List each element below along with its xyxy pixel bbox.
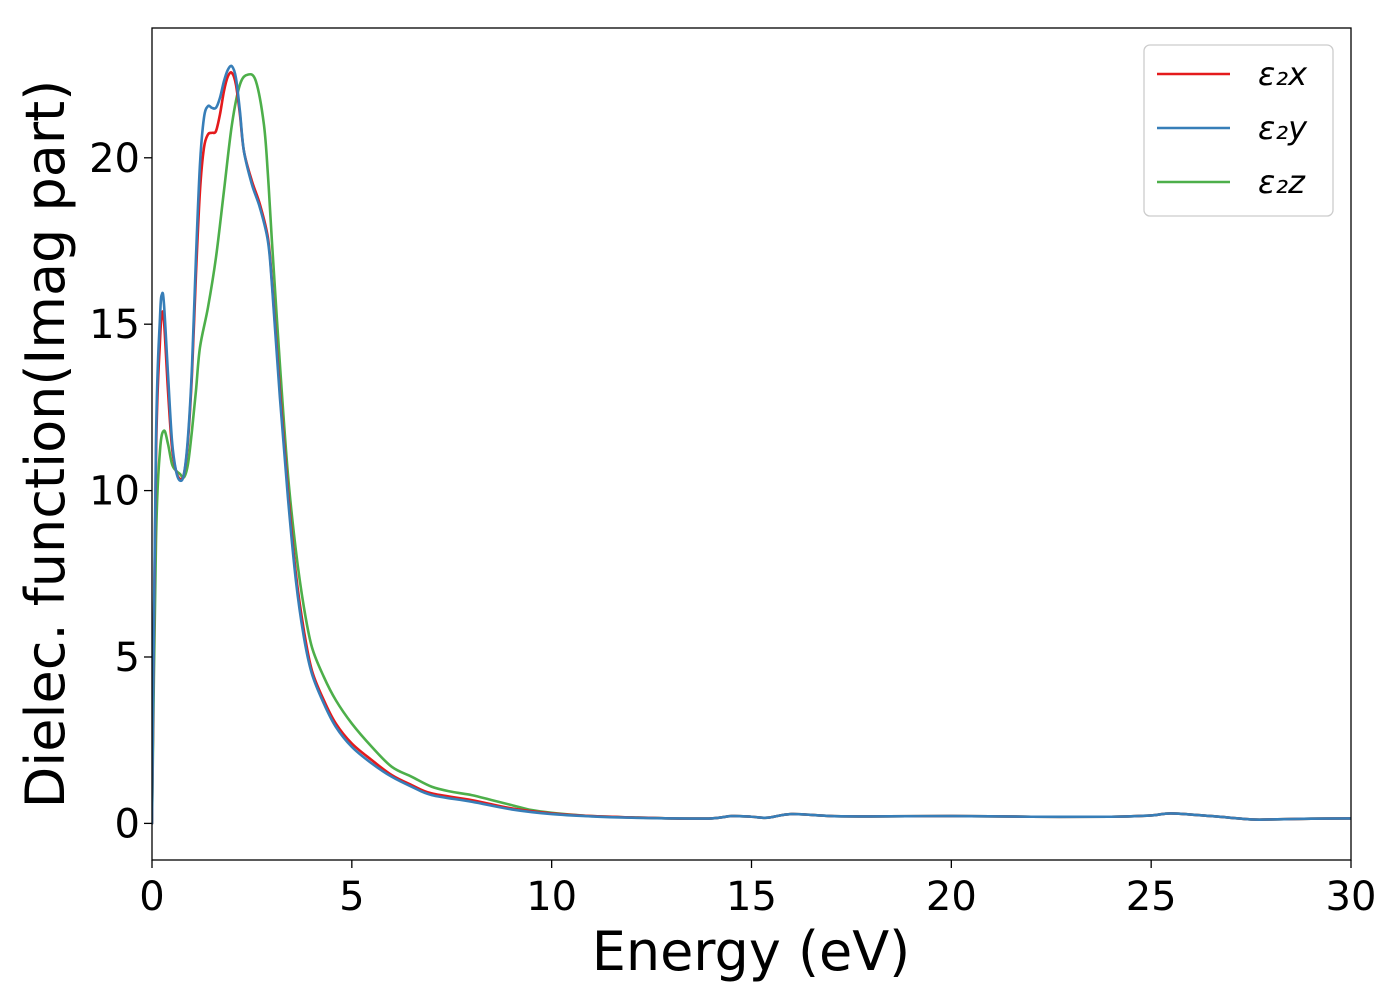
legend: ε₂x ε₂y ε₂z bbox=[1143, 44, 1334, 217]
x-tick-label: 30 bbox=[1326, 874, 1377, 920]
series-layer bbox=[152, 64, 1351, 825]
x-tick-label: 15 bbox=[726, 874, 777, 920]
y-tick-label: 10 bbox=[89, 469, 140, 515]
y-tick-label: 5 bbox=[115, 635, 140, 681]
series-line-2 bbox=[152, 64, 1351, 825]
x-tick-label: 0 bbox=[139, 874, 164, 920]
y-tick-label: 20 bbox=[89, 136, 140, 182]
x-tick-label: 10 bbox=[526, 874, 577, 920]
y-axis-ticks: 0 5 10 15 20 bbox=[89, 136, 152, 847]
y-tick-label: 0 bbox=[115, 801, 140, 847]
y-tick-label: 15 bbox=[89, 302, 140, 348]
x-tick-label: 25 bbox=[1126, 874, 1177, 920]
y-axis-label: Dielec. function(Imag part) bbox=[14, 80, 77, 809]
x-tick-label: 5 bbox=[339, 874, 364, 920]
legend-label: ε₂y bbox=[1258, 109, 1308, 147]
legend-label: ε₂x bbox=[1258, 55, 1308, 93]
x-tick-label: 20 bbox=[926, 874, 977, 920]
x-axis-label: Energy (eV) bbox=[592, 920, 911, 983]
legend-box bbox=[1143, 44, 1334, 217]
x-axis-ticks: 0 5 10 15 20 25 30 bbox=[139, 860, 1376, 920]
legend-label: ε₂z bbox=[1258, 163, 1306, 201]
